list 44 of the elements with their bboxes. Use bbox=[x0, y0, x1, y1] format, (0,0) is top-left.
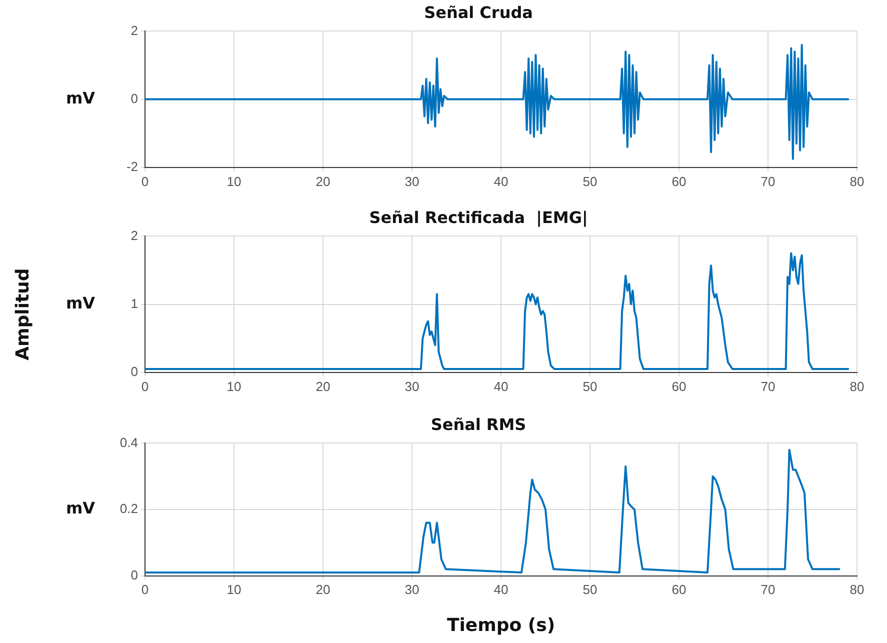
x-axis-title: Tiempo (s) bbox=[446, 614, 556, 636]
y-tick-label: 1 bbox=[130, 296, 138, 311]
x-tick-label: 30 bbox=[404, 582, 420, 598]
x-tick-label: 70 bbox=[760, 378, 776, 394]
x-tick-label: 60 bbox=[672, 174, 686, 189]
x-tick-label: 10 bbox=[226, 378, 242, 394]
chart-title: Señal Rectificada |EMG| bbox=[369, 208, 588, 227]
x-tick-label: 10 bbox=[226, 582, 242, 598]
x-tick-label: 20 bbox=[316, 378, 330, 394]
x-tick-label: 70 bbox=[760, 174, 776, 189]
x-tick-label: 0 bbox=[141, 378, 149, 394]
y-axis-title: mV bbox=[66, 498, 96, 518]
x-tick-label: 60 bbox=[672, 378, 686, 394]
y-tick-label: 0 bbox=[130, 90, 138, 106]
x-tick-label: 80 bbox=[850, 582, 864, 598]
x-tick-label: 50 bbox=[582, 378, 598, 394]
y-tick-label: 0.2 bbox=[120, 501, 138, 516]
y-tick-label: -2 bbox=[126, 158, 138, 174]
x-tick-label: 10 bbox=[226, 174, 242, 189]
chart-title: Señal RMS bbox=[430, 414, 526, 434]
y-tick-label: 0 bbox=[130, 364, 138, 379]
y-tick-label: 0 bbox=[130, 567, 138, 582]
y-axis-title: mV bbox=[66, 293, 96, 312]
x-tick-label: 50 bbox=[582, 582, 598, 598]
y-axis-title: mV bbox=[66, 88, 96, 108]
y-tick-label: 2 bbox=[130, 22, 138, 38]
x-tick-label: 40 bbox=[494, 582, 508, 598]
x-tick-label: 0 bbox=[141, 582, 149, 598]
y-tick-label: 2 bbox=[130, 228, 138, 243]
text: Amplitud bbox=[12, 268, 34, 360]
x-tick-label: 80 bbox=[850, 174, 864, 189]
y-tick-label: 0.4 bbox=[120, 434, 138, 450]
x-tick-label: 50 bbox=[582, 174, 598, 189]
x-tick-label: 0 bbox=[141, 174, 149, 189]
x-tick-label: 40 bbox=[494, 378, 508, 394]
x-tick-label: 20 bbox=[316, 174, 330, 189]
x-tick-label: 80 bbox=[850, 378, 864, 394]
x-tick-label: 30 bbox=[404, 378, 420, 394]
x-tick-label: 20 bbox=[316, 582, 330, 598]
x-tick-label: 30 bbox=[404, 174, 420, 189]
x-tick-label: 70 bbox=[760, 582, 776, 598]
chart-title: Señal Cruda bbox=[424, 2, 533, 22]
x-tick-label: 40 bbox=[494, 174, 508, 189]
x-tick-label: 60 bbox=[672, 582, 686, 598]
